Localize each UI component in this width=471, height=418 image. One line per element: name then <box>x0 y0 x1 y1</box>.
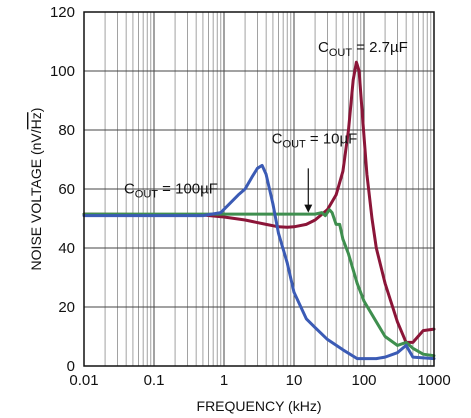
y-tick-label: 20 <box>58 299 75 316</box>
svg-text:NOISE VOLTAGE (nV/Hz): NOISE VOLTAGE (nV/Hz) <box>28 108 44 271</box>
series-line-3 <box>82 163 436 361</box>
y-tick-label: 120 <box>50 4 75 21</box>
series-lines <box>82 60 436 361</box>
series-line-1 <box>82 60 436 344</box>
tick-labels: 0.01 0.1 1 10 100 1000 0 20 40 60 80 100 120 <box>50 4 451 389</box>
x-tick-label: 0.01 <box>69 372 98 389</box>
y-tick-label: 60 <box>58 181 75 198</box>
series-annotation: COUT = 100µF <box>124 180 218 200</box>
x-tick-label: 1 <box>220 372 228 389</box>
series-annotation: COUT = 10µF <box>272 130 358 150</box>
y-axis-label-main: NOISE VOLTAGE (nV/ <box>28 129 44 270</box>
x-tick-label: 100 <box>351 372 376 389</box>
y-tick-label: 40 <box>58 240 75 257</box>
y-tick-label: 80 <box>58 122 75 139</box>
y-axis-label: NOISE VOLTAGE (nV/Hz) <box>28 108 44 271</box>
y-tick-label: 100 <box>50 63 75 80</box>
series-annotation: COUT = 2.7µF <box>318 39 408 59</box>
y-axis-label-root: Hz <box>28 112 44 129</box>
x-tick-label: 0.1 <box>144 372 165 389</box>
annotation-arrowhead <box>304 204 313 213</box>
chart-grid <box>83 11 434 367</box>
series-line-2 <box>82 208 436 358</box>
x-axis-label: FREQUENCY (kHz) <box>197 398 322 414</box>
y-tick-label: 0 <box>67 358 75 375</box>
x-tick-label: 10 <box>286 372 303 389</box>
y-axis-label-close: ) <box>28 108 44 113</box>
x-tick-label: 1000 <box>417 372 450 389</box>
annotations: COUT = 100µF COUT = 10µF COUT = 2.7µF <box>124 39 408 213</box>
plot-frame <box>83 11 435 367</box>
